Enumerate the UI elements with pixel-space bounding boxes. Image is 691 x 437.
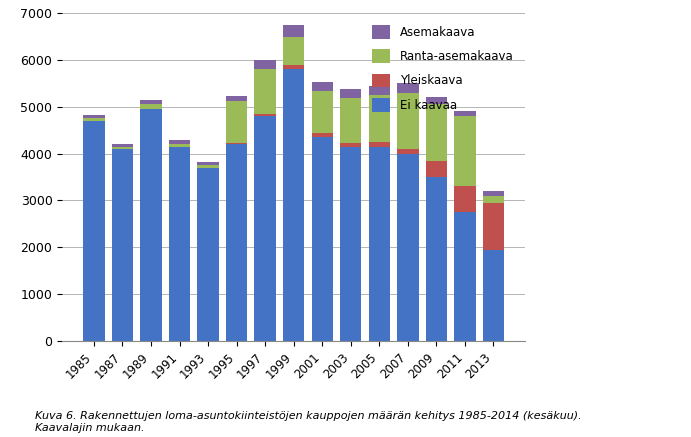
- Bar: [226, 101, 247, 143]
- Bar: [426, 97, 447, 104]
- Bar: [454, 111, 475, 116]
- Bar: [112, 146, 133, 149]
- Legend: Asemakaava, Ranta-asemakaava, Yleiskaava, Ei kaavaa: Asemakaava, Ranta-asemakaava, Yleiskaava…: [366, 19, 519, 118]
- Bar: [83, 115, 104, 118]
- Bar: [254, 60, 276, 69]
- Bar: [198, 165, 219, 168]
- Bar: [454, 186, 475, 212]
- Bar: [340, 143, 361, 146]
- Bar: [283, 25, 304, 37]
- Bar: [83, 118, 104, 121]
- Bar: [198, 168, 219, 341]
- Bar: [140, 100, 162, 104]
- Bar: [483, 250, 504, 341]
- Bar: [368, 142, 390, 146]
- Bar: [140, 104, 162, 109]
- Bar: [254, 69, 276, 114]
- Bar: [454, 116, 475, 186]
- Bar: [368, 95, 390, 142]
- Bar: [340, 98, 361, 143]
- Bar: [483, 203, 504, 250]
- Bar: [169, 144, 190, 146]
- Bar: [254, 114, 276, 116]
- Bar: [83, 121, 104, 341]
- Bar: [283, 69, 304, 341]
- Bar: [483, 191, 504, 196]
- Bar: [112, 144, 133, 146]
- Bar: [397, 83, 419, 93]
- Bar: [283, 37, 304, 65]
- Bar: [397, 93, 419, 149]
- Bar: [312, 133, 333, 137]
- Bar: [340, 146, 361, 341]
- Bar: [254, 116, 276, 341]
- Bar: [140, 109, 162, 341]
- Bar: [368, 146, 390, 341]
- Bar: [312, 137, 333, 341]
- Bar: [368, 86, 390, 95]
- Bar: [169, 146, 190, 341]
- Bar: [226, 96, 247, 101]
- Bar: [397, 149, 419, 153]
- Bar: [226, 144, 247, 341]
- Bar: [454, 212, 475, 341]
- Bar: [483, 196, 504, 203]
- Bar: [283, 65, 304, 69]
- Bar: [312, 82, 333, 91]
- Bar: [226, 143, 247, 144]
- Bar: [169, 139, 190, 144]
- Text: Kuva 6. Rakennettujen loma-asuntokiinteistöjen kauppojen määrän kehitys 1985-201: Kuva 6. Rakennettujen loma-asuntokiintei…: [35, 411, 581, 433]
- Bar: [426, 177, 447, 341]
- Bar: [312, 91, 333, 133]
- Bar: [112, 149, 133, 341]
- Bar: [340, 89, 361, 98]
- Bar: [426, 104, 447, 160]
- Bar: [198, 162, 219, 165]
- Bar: [426, 161, 447, 177]
- Bar: [397, 153, 419, 341]
